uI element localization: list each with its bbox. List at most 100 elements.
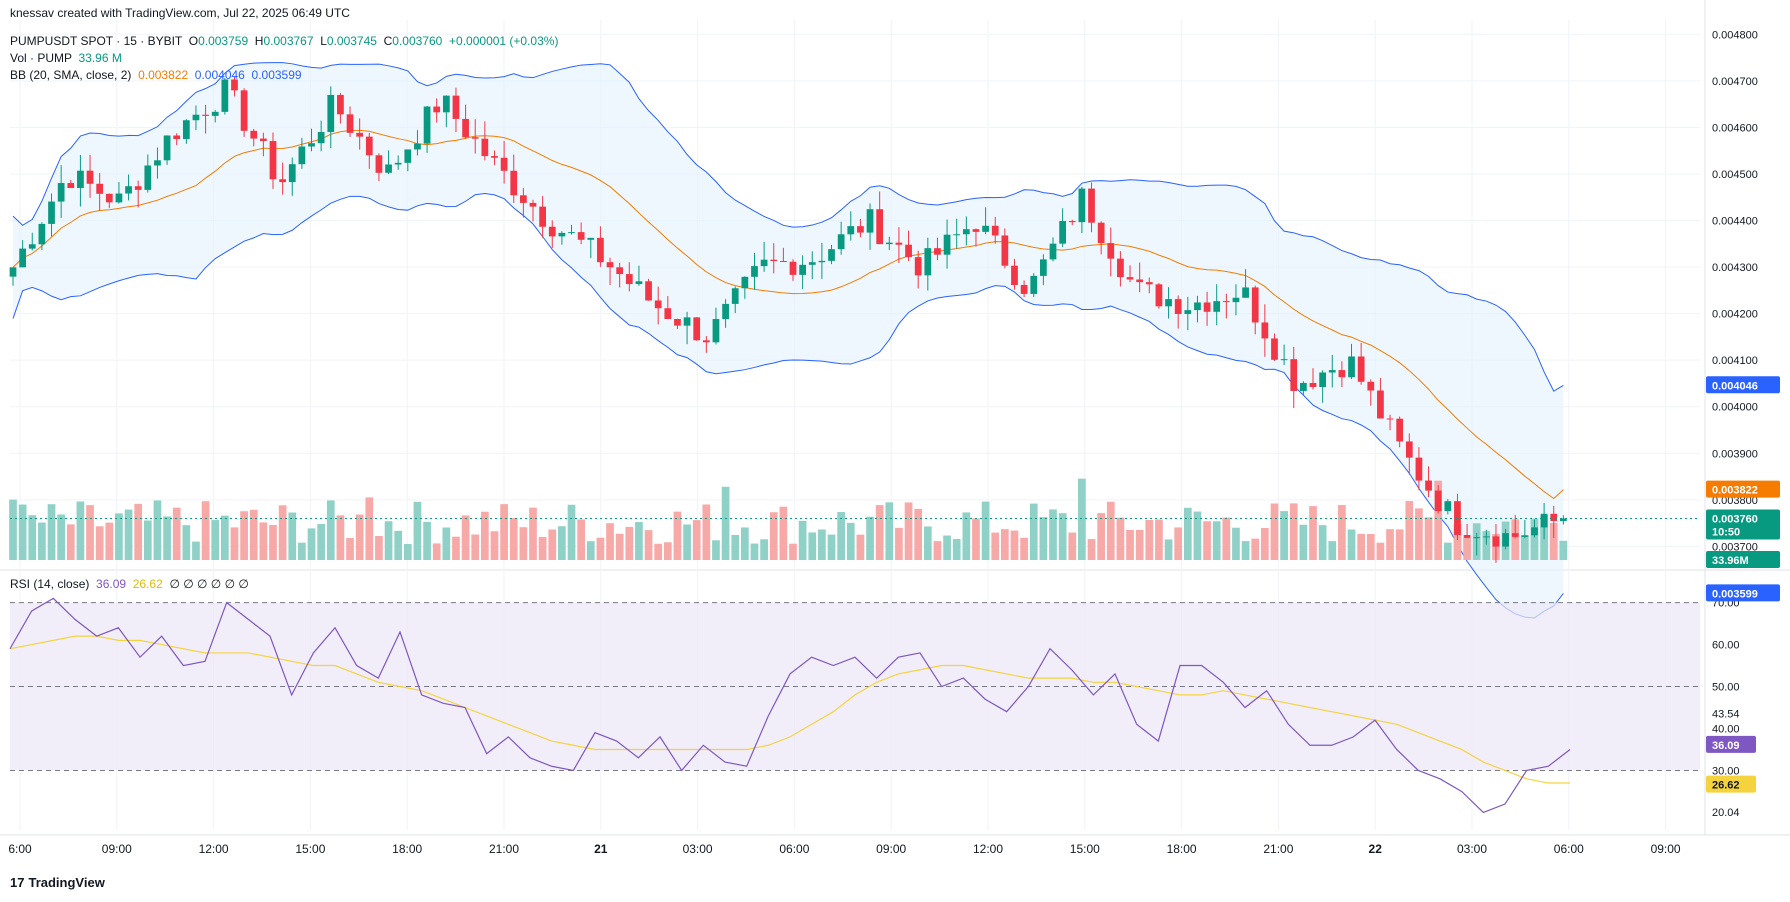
volume-bar [712, 540, 720, 560]
time-tick-label: 06:00 [779, 842, 809, 856]
price-tick-label: 0.004800 [1712, 29, 1758, 41]
candle-body [211, 111, 219, 116]
volume-bar [1328, 541, 1337, 560]
rsi-pane [9, 597, 1700, 814]
candle-body [279, 179, 286, 183]
volume-label[interactable]: Vol · PUMP [10, 51, 72, 65]
volume-bar [818, 529, 826, 560]
candle-body [914, 257, 922, 276]
candle-body [645, 281, 652, 301]
candle-body [683, 317, 691, 326]
volume-bar [1135, 529, 1144, 560]
bb-label[interactable]: BB (20, SMA, close, 2) [10, 68, 132, 82]
candle-body [356, 132, 364, 137]
volume-bar [875, 505, 884, 560]
volume-bar [586, 541, 595, 560]
volume-bar [38, 522, 46, 560]
candle-body [876, 209, 884, 245]
volume-legend[interactable]: Vol · PUMP 33.96 M [10, 51, 122, 65]
rsi-legend[interactable]: RSI (14, close) 36.09 26.62 ∅ ∅ ∅ ∅ ∅ ∅ [10, 577, 249, 591]
candle-body [115, 193, 123, 203]
volume-bar [548, 529, 557, 560]
candle-body [1425, 480, 1432, 491]
volume-bar [721, 486, 730, 560]
candle-body [1540, 513, 1548, 528]
candle-body [1290, 359, 1298, 391]
tradingview-logo[interactable]: 17 TradingView [10, 875, 105, 890]
volume-bar [1463, 537, 1471, 560]
candle-body [1040, 259, 1047, 276]
volume-bar [95, 526, 104, 560]
symbol-legend[interactable]: PUMPUSDT SPOT · 15 · BYBIT O0.003759 H0.… [10, 34, 558, 48]
volume-bar [1434, 480, 1443, 560]
time-tick-label: 21 [594, 842, 608, 856]
candle-body [731, 288, 739, 304]
candle-body [1550, 513, 1558, 522]
volume-bar [837, 512, 845, 560]
candle-body [1174, 299, 1182, 314]
candle-body [625, 274, 633, 285]
candle-body [327, 94, 335, 133]
volume-bar [760, 539, 768, 560]
volume-bar [509, 518, 518, 560]
candle-body [260, 138, 267, 142]
price-tick-label: 0.004400 [1712, 216, 1758, 228]
candle-body [9, 267, 17, 277]
candle-body [1348, 356, 1355, 378]
volume-bar [1261, 528, 1269, 560]
candle-body [1059, 221, 1066, 244]
volume-bar [635, 522, 643, 560]
candle-body [808, 262, 816, 265]
candle-body [144, 165, 152, 190]
volume-bar [1386, 529, 1394, 560]
volume-bar [307, 528, 316, 560]
candle-body [799, 264, 806, 275]
volume-bar [375, 535, 383, 560]
candle-body [1386, 418, 1394, 420]
volume-bar [923, 526, 932, 560]
volume-bar [105, 522, 114, 560]
candle-body [1184, 310, 1192, 314]
rsi-label[interactable]: RSI (14, close) [10, 577, 90, 591]
candlesticks [9, 76, 1700, 563]
candle-body [934, 248, 941, 255]
chart-credit: knessav created with TradingView.com, Ju… [10, 6, 350, 20]
candle-body [1251, 287, 1259, 323]
candle-body [568, 232, 575, 234]
volume-bar [750, 543, 759, 560]
candle-body [1396, 418, 1404, 442]
volume-bar [663, 542, 672, 560]
volume-bar [1241, 541, 1250, 560]
price-tick-label: 0.003800 [1712, 495, 1758, 507]
volume-bar [808, 532, 817, 560]
symbol-name[interactable]: PUMPUSDT SPOT · 15 · BYBIT [10, 34, 183, 48]
volume-bar [288, 512, 297, 560]
candle-body [1309, 382, 1317, 387]
volume-bar [172, 507, 181, 560]
candle-body [789, 261, 797, 275]
time-tick-label: 18:00 [1167, 842, 1197, 856]
rsi-ma-tag: 26.62 [1706, 775, 1756, 793]
volume-bar [76, 501, 85, 560]
volume-bar [567, 504, 576, 560]
volume-bar [124, 509, 133, 560]
time-tick-label: 09:00 [102, 842, 132, 856]
candle-body [1463, 535, 1471, 538]
time-tick-label: 09:00 [876, 842, 906, 856]
bb-legend[interactable]: BB (20, SMA, close, 2) 0.003822 0.004046… [10, 68, 302, 82]
volume-bar [1424, 517, 1433, 560]
candle-body [462, 118, 469, 138]
candle-body [510, 170, 518, 196]
candle-body [1232, 297, 1240, 303]
bb-lower-tag: 0.003599 [1706, 584, 1780, 602]
candle-body [77, 170, 84, 188]
time-tick-label: 12:00 [973, 842, 1003, 856]
candle-body [1405, 441, 1413, 458]
candle-body [38, 223, 46, 245]
volume-bar [1280, 511, 1288, 560]
rsi-tick-label: 50.00 [1712, 682, 1740, 694]
volume-bar [1366, 534, 1375, 560]
candle-body [760, 259, 768, 267]
candle-body [1194, 302, 1201, 311]
